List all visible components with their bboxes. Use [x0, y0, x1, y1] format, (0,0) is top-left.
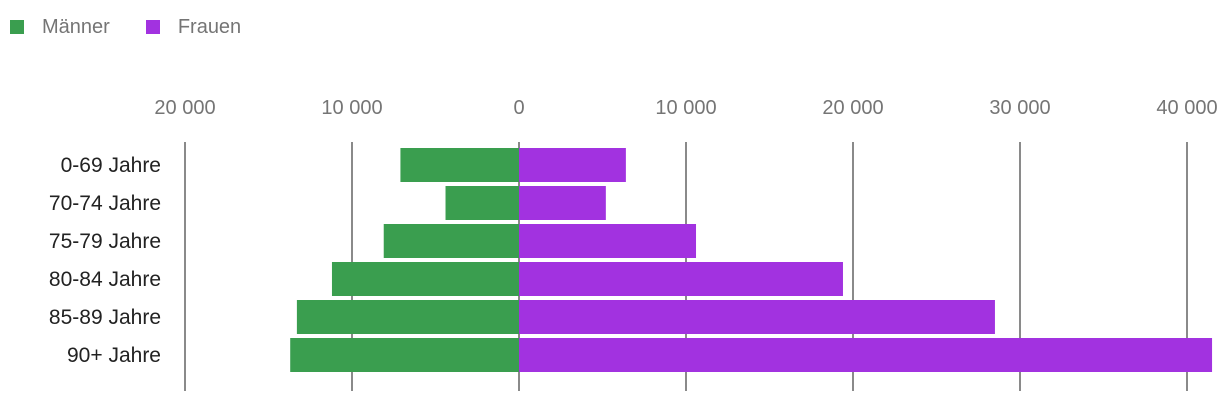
category-label-0: 0-69 Jahre [61, 154, 161, 177]
legend-item-frauen[interactable]: Frauen [145, 15, 242, 39]
category-label-1: 70-74 Jahre [49, 192, 161, 215]
category-label-4: 85-89 Jahre [49, 306, 161, 329]
bar-frauen-1[interactable] [519, 186, 606, 220]
legend-item-maenner[interactable]: Männer [10, 16, 110, 39]
category-label-5: 90+ Jahre [67, 344, 161, 367]
legend-swatch-maenner [10, 20, 24, 34]
legend-label-frauen: Frauen [177, 15, 242, 38]
x-tick-label-1: 10 000 [321, 97, 382, 119]
category-label-3: 80-84 Jahre [49, 268, 161, 291]
bar-frauen-4[interactable] [519, 300, 995, 334]
x-tick-label-6: 40 000 [1156, 97, 1217, 119]
x-tick-label-3: 10 000 [655, 97, 716, 119]
x-tick-label-0: 20 000 [154, 97, 215, 119]
legend-swatch-frauen [145, 20, 160, 34]
bar-maenner-2[interactable] [383, 224, 519, 258]
category-label-2: 75-79 Jahre [49, 230, 161, 253]
bar-maenner-4[interactable] [296, 300, 519, 334]
bar-maenner-0[interactable] [400, 148, 519, 182]
x-tick-label-4: 20 000 [822, 97, 883, 119]
bar-frauen-3[interactable] [519, 262, 843, 296]
x-tick-label-2: 0 [513, 97, 524, 119]
bar-frauen-0[interactable] [519, 148, 626, 182]
bar-frauen-2[interactable] [519, 224, 697, 258]
x-tick-label-5: 30 000 [989, 97, 1050, 119]
legend: Männer Frauen [10, 14, 277, 40]
bar-maenner-3[interactable] [331, 262, 519, 296]
bar-maenner-1[interactable] [445, 186, 519, 220]
bar-maenner-5[interactable] [290, 338, 519, 372]
bar-frauen-5[interactable] [519, 338, 1213, 372]
legend-label-maenner: Männer [42, 15, 110, 38]
